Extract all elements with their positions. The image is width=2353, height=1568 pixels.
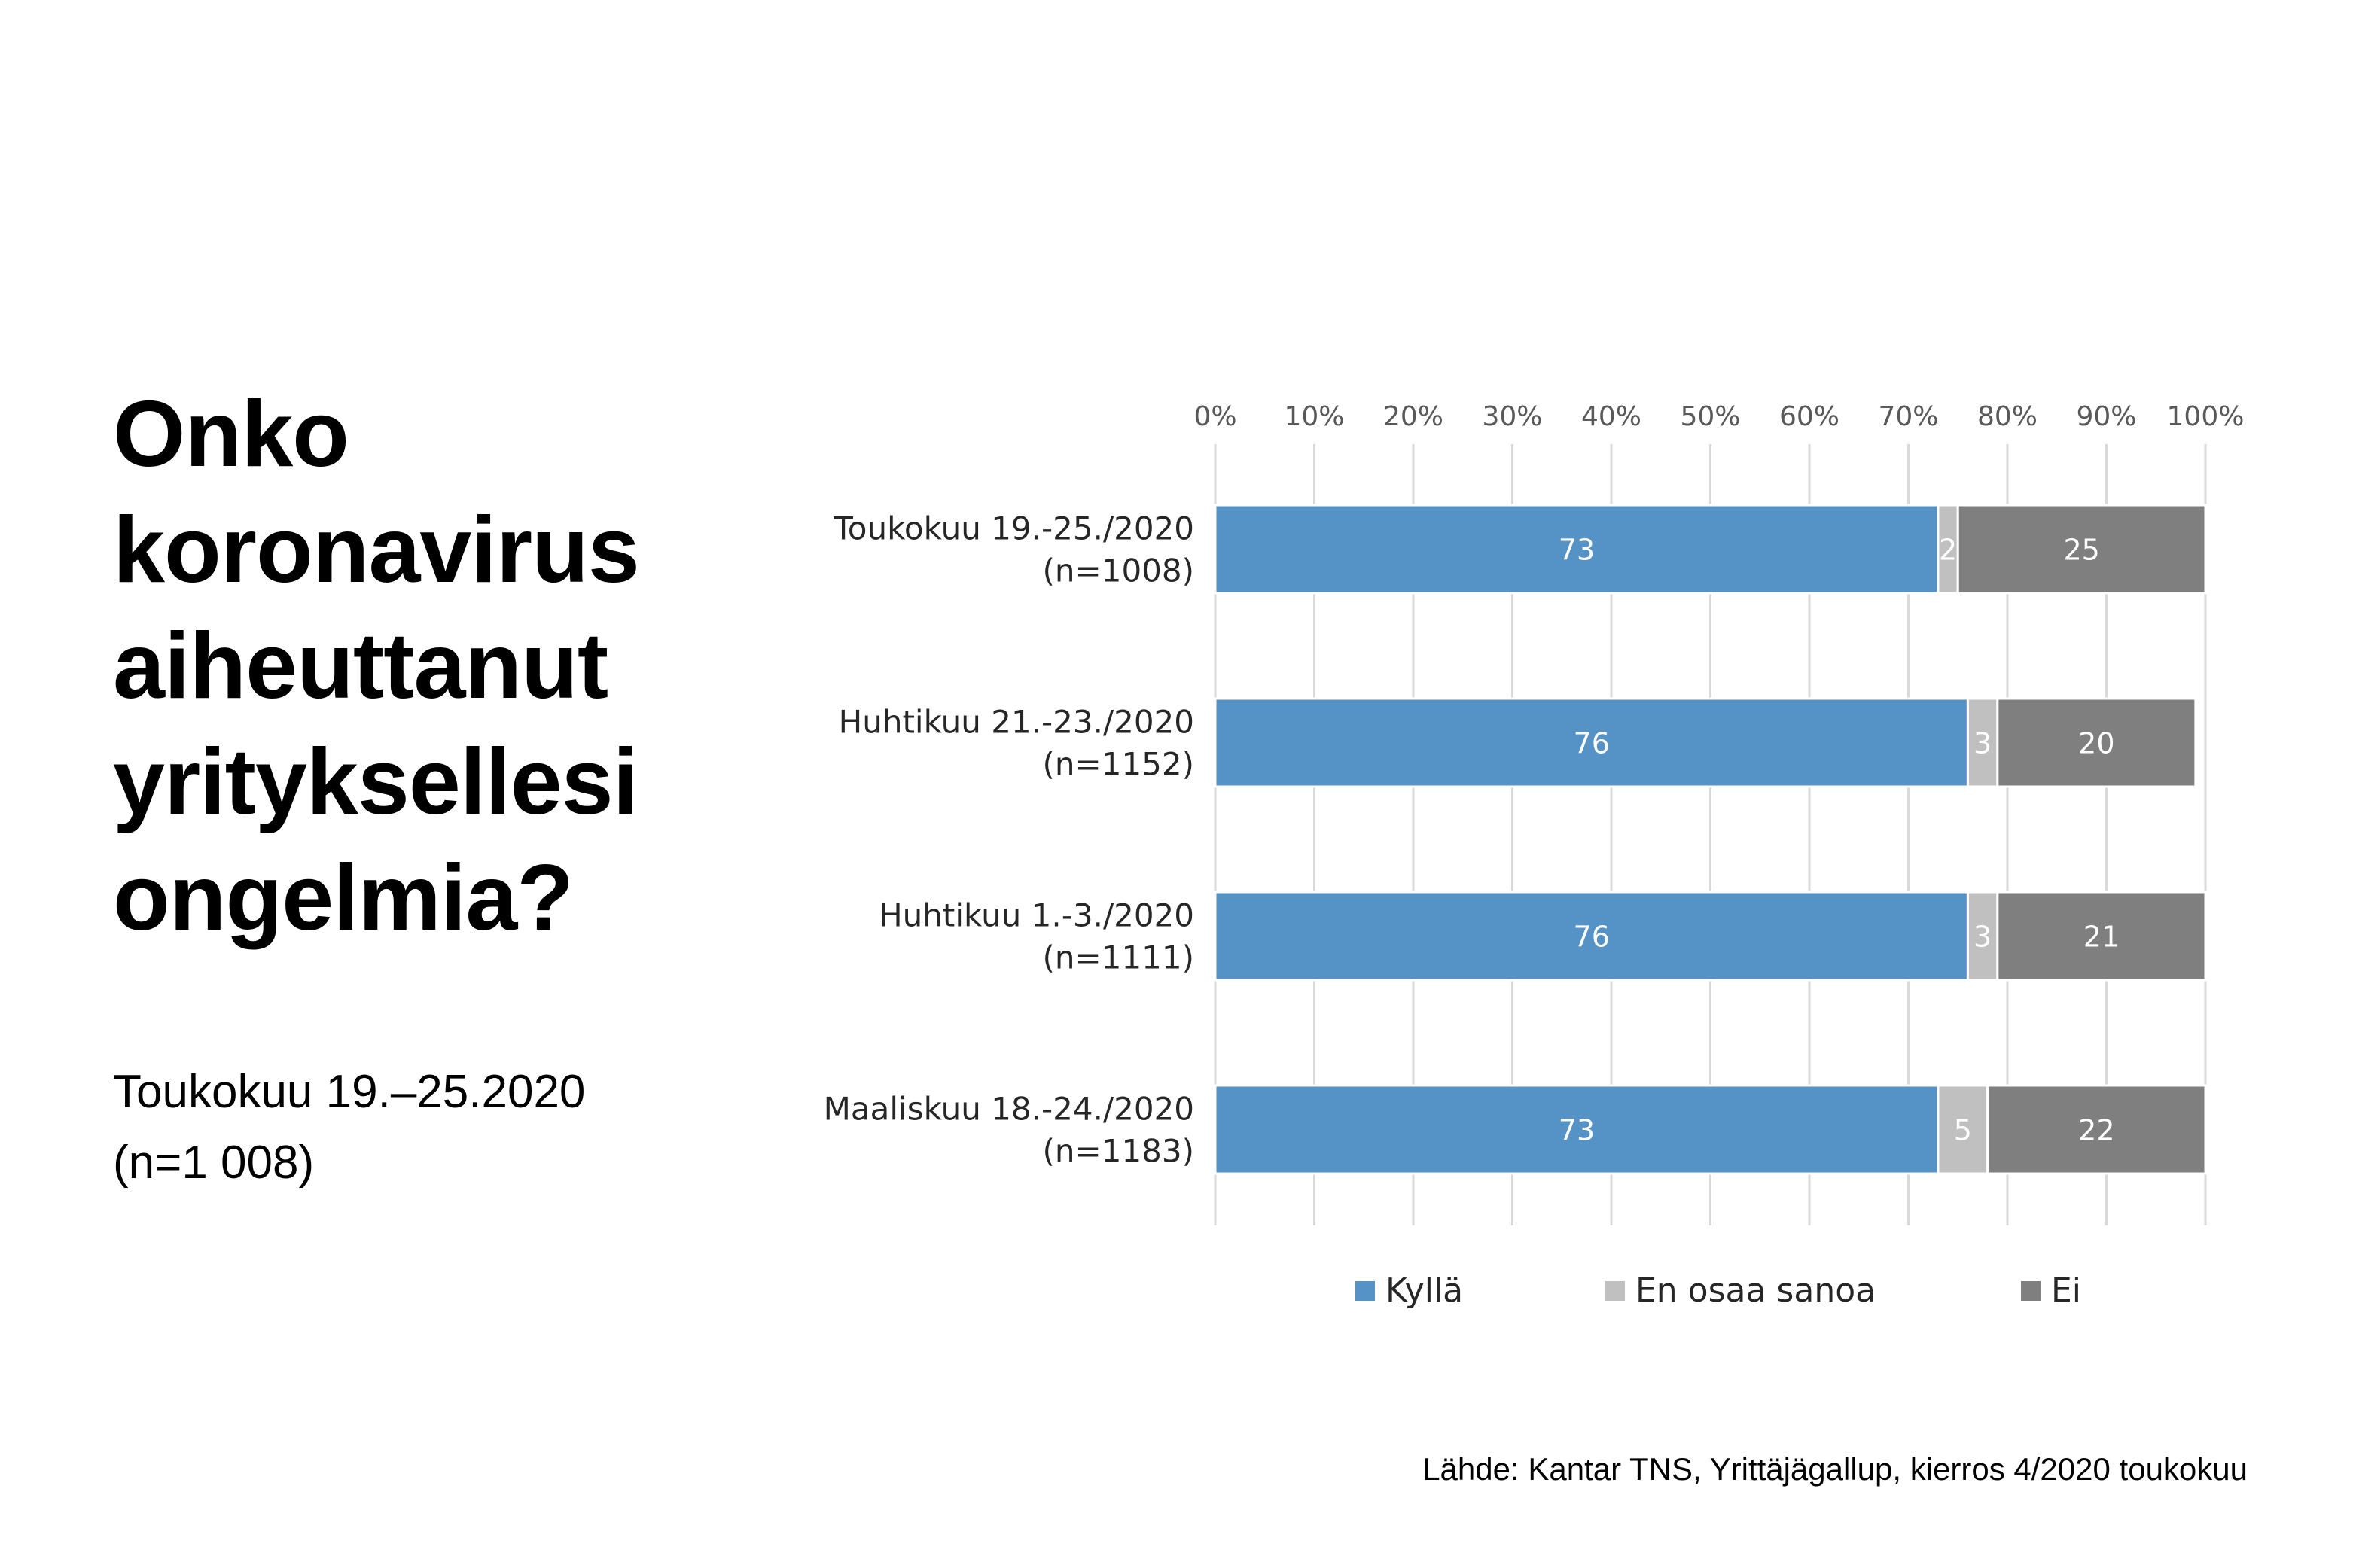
bar-segment: [1214, 891, 1969, 982]
category-label: Huhtikuu 1.-3./2020: [879, 897, 1194, 934]
x-tick-label: 0%: [1193, 401, 1236, 432]
data-label: 2: [1939, 534, 1957, 567]
x-tick-label: 80%: [1977, 401, 2038, 432]
y-axis-category-labels: Toukokuu 19.-25./2020 (n=1008) Huhtikuu 21…: [824, 510, 1194, 1170]
subtitle-line: Toukokuu 19.–25.2020: [113, 1066, 586, 1118]
data-label: 76: [1574, 921, 1610, 954]
x-tick-label: 50%: [1680, 401, 1740, 432]
data-label: 3: [1974, 921, 1992, 954]
data-label: 25: [2063, 534, 2099, 567]
x-tick-label: 70%: [1878, 401, 1938, 432]
data-label: 20: [2078, 727, 2114, 760]
subtitle-line: (n=1 008): [113, 1137, 315, 1189]
x-axis-tick-labels: 0% 10% 20% 30% 40% 50% 60% 70% 80% 90% 100%: [1193, 401, 2244, 432]
survey-period-subtitle: Toukokuu 19.–25.2020 (n=1 008): [113, 1057, 585, 1198]
category-label: (n=1183): [1043, 1133, 1194, 1170]
data-label: 73: [1559, 534, 1595, 567]
x-tick-label: 40%: [1581, 401, 1641, 432]
x-tick-label: 100%: [2167, 401, 2245, 432]
legend-label: Ei: [2051, 1271, 2081, 1310]
bar-segment: [1214, 1084, 1940, 1175]
legend-label: En osaa sanoa: [1635, 1271, 1876, 1310]
category-label: Maaliskuu 18.-24./2020: [824, 1091, 1194, 1128]
title-line: Onko: [113, 382, 349, 486]
title-line: yrityksellesi: [113, 730, 639, 834]
title-line: aiheuttanut: [113, 614, 608, 718]
data-label: 73: [1559, 1114, 1595, 1147]
legend: Kyllä En osaa sanoa Ei: [1355, 1271, 2081, 1310]
legend-label: Kyllä: [1385, 1271, 1463, 1310]
legend-swatch: [2021, 1281, 2041, 1301]
data-label: 76: [1574, 727, 1610, 760]
title-line: koronavirus: [113, 498, 640, 602]
bar-segment: [1996, 891, 2207, 982]
x-tick-label: 30%: [1482, 401, 1542, 432]
category-label: (n=1008): [1043, 553, 1194, 589]
category-label: (n=1152): [1043, 746, 1194, 783]
bar-segment: [1966, 891, 1999, 982]
bar-segment: [1214, 504, 1940, 595]
legend-swatch: [1355, 1281, 1375, 1301]
bar-segment: [1956, 504, 2207, 595]
chart-question-title: Onko koronavirus aiheuttanut yritykselle…: [113, 376, 730, 956]
category-label: (n=1111): [1043, 939, 1194, 976]
category-label: Toukokuu 19.-25./2020: [833, 510, 1194, 547]
x-tick-label: 10%: [1284, 401, 1344, 432]
legend-swatch: [1605, 1281, 1625, 1301]
data-label: 21: [2083, 921, 2120, 954]
category-label: Huhtikuu 21.-23./2020: [839, 704, 1194, 741]
bar-segment: [1996, 697, 2197, 788]
data-label: 3: [1974, 727, 1992, 760]
source-note: Lähde: Kantar TNS, Yrittäjägallup, kierr…: [1422, 1451, 2248, 1487]
data-label: 5: [1954, 1114, 1972, 1147]
x-tick-label: 60%: [1779, 401, 1839, 432]
title-line: ongelmia?: [113, 846, 574, 950]
x-tick-label: 90%: [2076, 401, 2136, 432]
bar-segment: [1986, 1084, 2207, 1175]
data-label: 22: [2078, 1114, 2114, 1147]
bar-segments: 73 2 25 76 3 20 76 3 21 73 5 22: [1214, 504, 2207, 1175]
x-tick-label: 20%: [1383, 401, 1443, 432]
bar-segment: [1214, 697, 1969, 788]
